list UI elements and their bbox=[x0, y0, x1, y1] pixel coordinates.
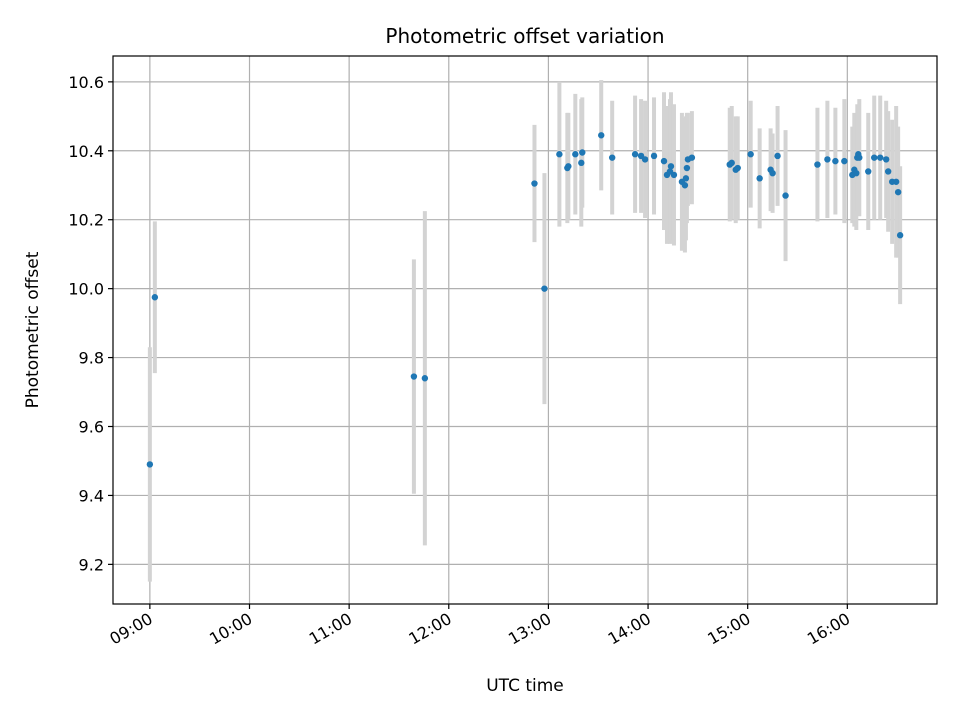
data-point bbox=[877, 154, 884, 161]
data-point bbox=[774, 152, 781, 160]
data-point bbox=[756, 175, 763, 182]
x-tick-label: 10:00 bbox=[206, 609, 255, 649]
data-point bbox=[410, 373, 418, 380]
data-point bbox=[631, 151, 639, 158]
data-point bbox=[824, 156, 831, 163]
x-tick-label: 11:00 bbox=[306, 609, 355, 649]
x-tick-label: 09:00 bbox=[106, 609, 155, 649]
data-point bbox=[641, 156, 649, 163]
data-point bbox=[856, 154, 863, 161]
plot-area-frame bbox=[112, 55, 938, 605]
data-point bbox=[871, 154, 878, 161]
data-point bbox=[728, 159, 735, 167]
data-point bbox=[578, 159, 585, 167]
data-point bbox=[896, 232, 904, 239]
data-point bbox=[681, 182, 689, 189]
y-tick-label: 10.0 bbox=[68, 280, 104, 299]
data-point bbox=[884, 168, 892, 175]
data-point bbox=[688, 154, 696, 161]
x-tick-label: 12:00 bbox=[405, 609, 454, 649]
x-tick-label: 16:00 bbox=[804, 609, 853, 649]
data-point bbox=[598, 132, 605, 139]
y-tick-label: 10.2 bbox=[68, 211, 104, 230]
data-point bbox=[670, 171, 678, 179]
data-point bbox=[683, 164, 691, 172]
data-point bbox=[572, 151, 579, 158]
y-tick-label: 9.4 bbox=[79, 486, 104, 505]
data-point bbox=[814, 161, 821, 168]
data-point bbox=[894, 188, 902, 196]
data-point bbox=[747, 151, 754, 158]
data-point bbox=[579, 149, 586, 156]
data-point bbox=[421, 375, 429, 382]
data-point bbox=[769, 169, 776, 177]
grid-lines bbox=[113, 56, 937, 604]
data-point bbox=[841, 157, 848, 165]
data-point bbox=[682, 175, 690, 182]
y-tick-label: 9.2 bbox=[79, 555, 104, 574]
data-point bbox=[660, 157, 668, 165]
x-axis-label: UTC time bbox=[486, 676, 564, 696]
data-point bbox=[667, 163, 675, 170]
y-tick-label: 9.6 bbox=[79, 418, 104, 437]
data-point bbox=[882, 156, 890, 163]
data-point bbox=[146, 461, 154, 468]
data-point bbox=[892, 178, 900, 185]
data-point bbox=[608, 154, 616, 161]
y-tick-label: 10.4 bbox=[68, 142, 104, 161]
chart-title: Photometric offset variation bbox=[385, 24, 664, 48]
y-tick-label: 10.6 bbox=[68, 73, 104, 92]
data-point bbox=[565, 163, 572, 170]
data-point bbox=[556, 151, 563, 158]
x-tick-label: 14:00 bbox=[605, 609, 654, 649]
error-bars bbox=[147, 80, 903, 582]
data-point bbox=[782, 192, 789, 199]
x-tick-label: 15:00 bbox=[704, 609, 753, 649]
y-axis-label: Photometric offset bbox=[23, 251, 43, 408]
data-point bbox=[832, 157, 839, 165]
data-points bbox=[146, 132, 904, 468]
data-point bbox=[734, 164, 741, 172]
y-tick-label: 9.8 bbox=[79, 349, 104, 368]
data-point bbox=[865, 168, 872, 175]
data-point bbox=[853, 169, 860, 177]
data-point bbox=[650, 152, 658, 160]
data-point bbox=[151, 294, 159, 301]
x-tick-label: 13:00 bbox=[505, 609, 554, 649]
data-point bbox=[531, 180, 538, 187]
data-point bbox=[541, 285, 548, 292]
